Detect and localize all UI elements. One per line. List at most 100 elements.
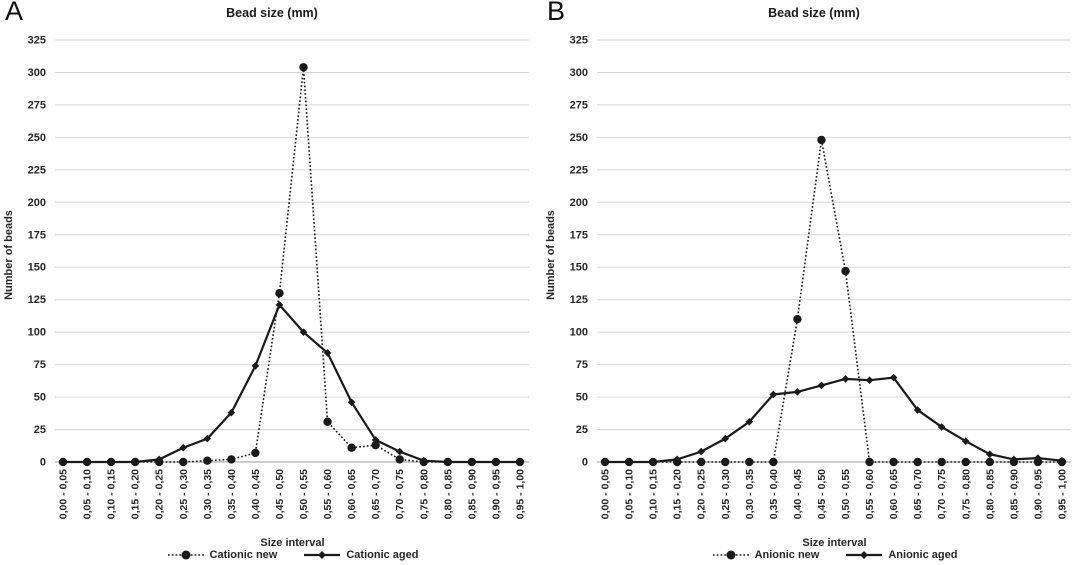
x-tick-label: 0,75 - 0,80: [960, 469, 972, 519]
legend-marker-diamond-icon: [846, 551, 883, 559]
data-point-circle: [889, 457, 898, 467]
x-axis-title-b: Size interval: [802, 537, 867, 549]
x-tick-label: 0,60 - 0,65: [346, 469, 358, 519]
x-tick-label: 0,40 - 0,45: [250, 469, 262, 519]
legend-item: Cationic aged: [303, 549, 418, 561]
y-tick-label: 300: [570, 67, 588, 79]
data-point-diamond: [83, 458, 91, 466]
data-point-circle: [323, 417, 332, 426]
legend-label: Cationic new: [209, 549, 278, 561]
data-point-diamond: [468, 458, 476, 466]
y-tick-label: 300: [28, 67, 46, 79]
x-tick-label: 0,30 - 0,35: [202, 469, 214, 519]
x-tick-label: 0,55 - 0,60: [864, 469, 876, 519]
data-point-circle: [347, 443, 356, 452]
chart-a-svg: 0 25 50 75 100 125 150 175 200 225 250 275 300 325 Bea…: [3, 6, 529, 519]
series-line-solid: [605, 376, 1063, 464]
y-tick-label: 125: [570, 294, 588, 306]
series-line-dotted: [63, 67, 520, 463]
x-tick-label: 0,15 - 0,20: [130, 469, 142, 519]
x-tick-label: 0,35 - 0,40: [226, 469, 238, 519]
y-tick-label: 0: [582, 457, 588, 469]
data-point-diamond: [745, 417, 754, 426]
data-point-diamond: [673, 455, 681, 464]
data-point-diamond: [203, 434, 212, 443]
legend-marker-circle-icon: [712, 550, 749, 560]
y-tick-label: 200: [570, 197, 588, 209]
data-point-circle: [745, 457, 754, 467]
x-tick-label: 0,05 - 0,10: [82, 469, 94, 519]
data-point-circle: [179, 457, 188, 467]
data-point-circle: [913, 457, 922, 467]
data-point-diamond: [937, 423, 946, 431]
data-point-diamond: [299, 328, 308, 336]
legend-diamond: [860, 551, 869, 559]
panel-a-letter: A: [5, 0, 24, 26]
y-tick-label: 325: [28, 35, 46, 47]
data-point-diamond: [649, 458, 657, 466]
data-point-diamond: [625, 458, 633, 466]
chart-title: Bead size (mm): [768, 6, 860, 20]
legend-label: Cationic aged: [346, 549, 419, 561]
x-tick-label: 0,70 - 0,75: [936, 469, 948, 519]
x-tick-label: 0,30 - 0,35: [744, 469, 756, 519]
x-tick-label: 0,65 - 0,70: [912, 469, 924, 519]
legend-b: Anionic new Anionic aged: [590, 549, 1079, 561]
data-point-circle: [371, 440, 380, 450]
data-point-circle: [961, 457, 970, 467]
data-point-diamond: [155, 455, 163, 464]
data-point-circle: [227, 455, 236, 464]
x-tick-label: 0,20 - 0,25: [154, 469, 166, 519]
legend-item: Anionic aged: [845, 549, 957, 561]
data-point-diamond: [59, 458, 67, 466]
data-point-diamond: [179, 443, 188, 452]
y-tick-label: 50: [576, 392, 588, 404]
data-point-diamond: [913, 406, 922, 414]
data-point-diamond: [371, 436, 380, 444]
y-tick-label: 225: [570, 164, 588, 176]
x-tick-label: 0,25 - 0,30: [720, 469, 732, 519]
data-point-diamond: [1034, 454, 1042, 462]
data-point-diamond: [323, 349, 332, 357]
x-tick-label: 0,90 - 0,95: [1032, 469, 1044, 519]
y-tick-label: 275: [28, 99, 46, 111]
legend-label: Anionic new: [754, 549, 820, 561]
data-point-diamond: [841, 375, 850, 383]
x-tick-label: 0,10 - 0,15: [648, 469, 660, 519]
data-point-diamond: [419, 456, 428, 465]
series-line-solid: [63, 302, 520, 464]
x-tick-label: 0,45 - 0,50: [274, 469, 286, 519]
data-point-diamond: [889, 373, 898, 382]
legend-item: Cationic new: [167, 549, 278, 561]
y-tick-label: 0: [40, 457, 46, 469]
data-point-circle: [937, 457, 946, 467]
data-point-diamond: [131, 458, 139, 466]
chart-title: Bead size (mm): [226, 6, 318, 20]
x-tick-label: 0,95 - 1,00: [1056, 469, 1068, 519]
x-tick-label: 0,80 - 0,85: [442, 469, 454, 519]
y-tick-label: 75: [576, 359, 588, 371]
data-point-diamond: [275, 301, 284, 309]
x-tick-label: 0,50 - 0,55: [298, 469, 310, 519]
x-tick-label: 0,45 - 0,50: [816, 469, 828, 519]
x-axis-title-a: Size interval: [260, 537, 325, 549]
x-tick-label: 0,95 - 1,00: [514, 469, 526, 519]
x-tick-label: 0,70 - 0,75: [394, 469, 406, 519]
x-tick-label: 0,65 - 0,70: [370, 469, 382, 519]
x-tick-label: 0,50 - 0,55: [840, 469, 852, 519]
y-tick-label: 125: [28, 294, 46, 306]
panel-b: 0 25 50 75 100 125 150 175 200 225 250 275 300 325 Bea…: [542, 0, 1083, 565]
data-point-diamond: [986, 450, 994, 459]
x-tick-label: 0,85 - 0,90: [466, 469, 478, 519]
y-tick-label: 150: [570, 262, 588, 274]
y-tick-label: 250: [28, 132, 46, 144]
y-tick-label: 25: [576, 424, 588, 436]
data-point-diamond: [1058, 456, 1066, 465]
data-point-diamond: [395, 447, 404, 456]
data-point-diamond: [347, 398, 356, 407]
x-tick-label: 0,75 - 0,80: [418, 469, 430, 519]
y-tick-label: 275: [570, 99, 588, 111]
legend-marker-diamond-icon: [304, 551, 341, 559]
data-point-circle: [721, 457, 730, 467]
